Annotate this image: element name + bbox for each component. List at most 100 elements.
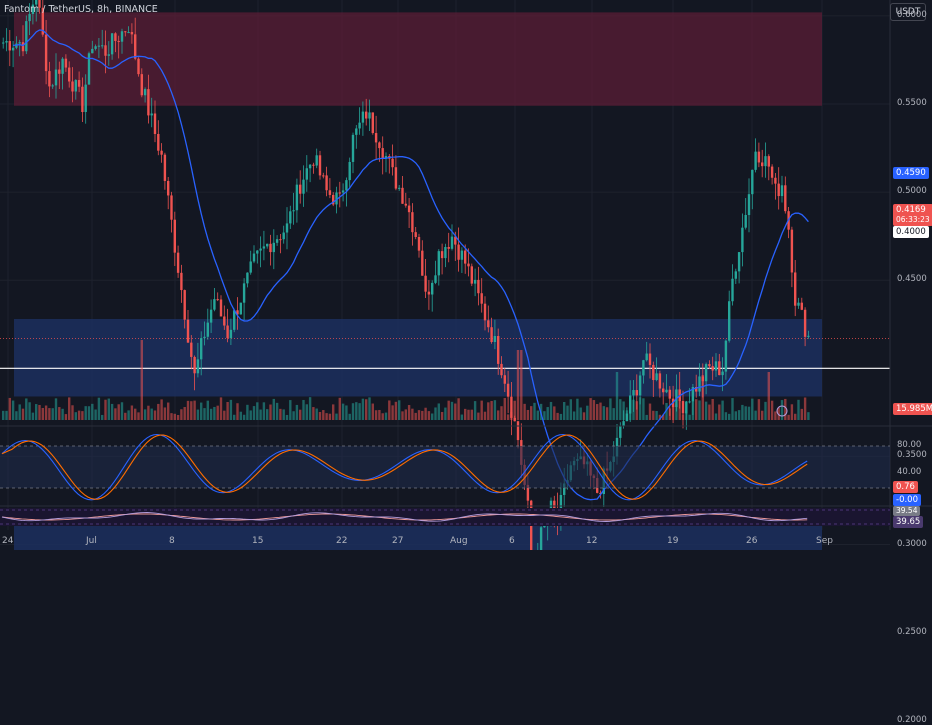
volume-bar: [219, 397, 223, 420]
candle-body: [454, 236, 457, 245]
candle-body: [8, 41, 11, 51]
volume-bar: [454, 403, 457, 420]
candle-body: [444, 247, 447, 259]
volume-bar: [513, 400, 516, 420]
chart-canvas[interactable]: [0, 0, 932, 550]
volume-bar: [632, 399, 635, 420]
candle-body: [275, 239, 279, 243]
candle-body: [160, 150, 163, 155]
volume-bar: [546, 407, 549, 420]
candle-body: [751, 169, 754, 195]
volume-bar: [97, 397, 101, 420]
price-tick-label: 0.5000: [897, 186, 927, 197]
volume-bar: [180, 409, 183, 420]
candle-body: [662, 388, 665, 393]
volume-bar: [269, 404, 272, 420]
time-tick-label: 24: [2, 536, 14, 546]
candle-body: [622, 421, 625, 427]
volume-bar: [64, 414, 68, 420]
volume-bar: [58, 407, 61, 420]
volume-bar: [368, 397, 371, 420]
candle-body: [44, 34, 48, 72]
candle-body: [477, 279, 480, 294]
volume-bar: [365, 399, 368, 420]
volume-bar: [569, 399, 572, 420]
volume-bar: [800, 408, 803, 420]
candle-body: [226, 325, 229, 339]
candle-body: [246, 272, 249, 284]
price-tick-label: 0.2000: [897, 714, 927, 725]
volume-bar: [797, 399, 800, 420]
candle-body: [127, 32, 130, 34]
candle-body: [807, 335, 810, 337]
volume-bar: [279, 408, 282, 420]
volume-bar: [114, 408, 117, 420]
candle-body: [358, 122, 361, 129]
candle-body: [186, 319, 190, 343]
volume-bar: [345, 405, 348, 420]
volume-bar: [216, 405, 219, 420]
candle-body: [414, 232, 417, 237]
candle-body: [774, 177, 777, 184]
price-tick-label: 0.2500: [897, 626, 927, 637]
volume-bar: [480, 400, 483, 420]
volume-bar: [450, 401, 454, 420]
volume-bar: [559, 413, 563, 420]
candle-body: [25, 21, 28, 52]
volume-bar: [681, 414, 685, 420]
volume-bar: [493, 400, 497, 420]
volume-bar: [642, 398, 645, 420]
volume-bar: [721, 400, 724, 420]
candle-body: [143, 89, 147, 96]
time-tick-label: 22: [336, 536, 348, 546]
candle-body: [341, 190, 345, 193]
volume-bar: [424, 407, 427, 420]
volume-bar: [160, 399, 163, 420]
volume-bar: [671, 405, 675, 420]
volume-bar: [470, 409, 473, 420]
volume-bar: [242, 414, 246, 420]
volume-bar: [315, 408, 318, 420]
candle-body: [262, 246, 266, 249]
candle-body: [213, 299, 216, 310]
candle-body: [691, 386, 695, 402]
volume-bar: [206, 400, 209, 420]
volume-bar: [737, 410, 741, 420]
candle-body: [167, 180, 170, 196]
candle-body: [681, 401, 685, 414]
candle-body: [757, 151, 761, 163]
stoch-band: [0, 446, 890, 488]
volume-bar: [153, 410, 157, 420]
volume-bar: [599, 402, 602, 420]
candle-body: [490, 327, 493, 343]
currency-button[interactable]: USDT: [890, 3, 926, 21]
volume-bar: [685, 410, 688, 420]
candle-body: [153, 113, 157, 134]
volume-bar: [41, 407, 44, 420]
volume-bar: [355, 402, 358, 420]
volume-bar: [176, 414, 180, 420]
volume-bar: [391, 405, 394, 420]
candle-body: [223, 316, 226, 326]
candle-body: [721, 371, 724, 376]
volume-bar: [388, 400, 391, 420]
volume-bar: [332, 404, 335, 420]
volume-bar: [38, 404, 41, 420]
countdown-value: 06:33:23: [896, 215, 930, 224]
volume-bar: [130, 405, 134, 420]
candle-body: [233, 310, 236, 330]
candle-body: [120, 31, 124, 42]
volume-bar: [718, 404, 721, 420]
volume-bar: [530, 406, 533, 420]
candle-body: [193, 356, 196, 374]
price-tick-label: 0.5500: [897, 98, 927, 108]
volume-bar: [784, 398, 787, 420]
candle-body: [68, 67, 71, 82]
candle-body: [61, 58, 64, 74]
volume-bar: [543, 411, 546, 420]
candle-body: [539, 527, 543, 550]
candle-body: [325, 175, 328, 191]
candle-body: [497, 336, 500, 364]
candle-body: [777, 183, 780, 197]
candle-body: [506, 383, 510, 397]
